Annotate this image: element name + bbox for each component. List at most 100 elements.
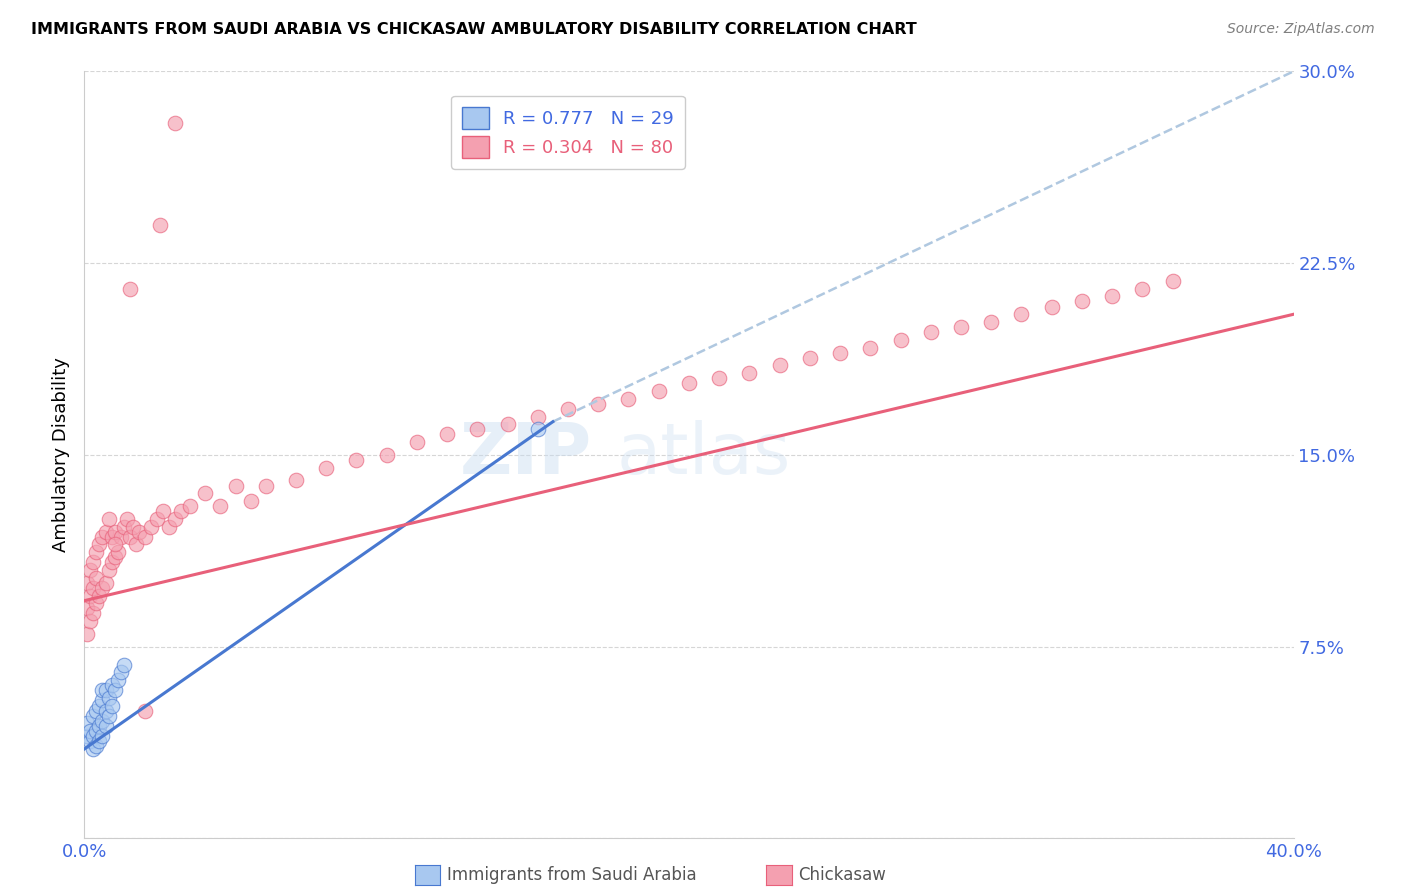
Point	[79, 563, 101, 577]
Point	[769, 359, 792, 373]
Text: IMMIGRANTS FROM SAUDI ARABIA VS CHICKASAW AMBULATORY DISABILITY CORRELATION CHAR: IMMIGRANTS FROM SAUDI ARABIA VS CHICKASA…	[31, 22, 917, 37]
Point	[91, 729, 114, 743]
Text: atlas: atlas	[616, 420, 790, 490]
Point	[79, 614, 101, 628]
Point	[436, 427, 458, 442]
Point	[346, 453, 368, 467]
Point	[91, 530, 114, 544]
Point	[285, 474, 308, 488]
Point	[97, 690, 120, 705]
Point	[76, 729, 98, 743]
Point	[86, 704, 108, 718]
Point	[149, 218, 172, 232]
Point	[406, 435, 429, 450]
Point	[118, 530, 141, 544]
Point	[89, 719, 111, 733]
Point	[315, 460, 337, 475]
Point	[617, 392, 640, 406]
Point	[89, 589, 111, 603]
Point	[799, 351, 821, 365]
Point	[128, 524, 150, 539]
Text: Immigrants from Saudi Arabia: Immigrants from Saudi Arabia	[447, 866, 697, 884]
Point	[82, 708, 104, 723]
Point	[86, 739, 108, 754]
Point	[152, 504, 174, 518]
Point	[125, 537, 148, 551]
Point	[91, 683, 114, 698]
Point	[496, 417, 519, 432]
Point	[94, 524, 117, 539]
Point	[209, 499, 232, 513]
Text: Source: ZipAtlas.com: Source: ZipAtlas.com	[1227, 22, 1375, 37]
Point	[91, 581, 114, 595]
Point	[82, 742, 104, 756]
Point	[112, 657, 135, 672]
Point	[76, 601, 98, 615]
Point	[588, 397, 610, 411]
Point	[139, 519, 162, 533]
Point	[97, 563, 120, 577]
Point	[194, 486, 217, 500]
Point	[110, 665, 132, 680]
Point	[709, 371, 731, 385]
Point	[86, 571, 108, 585]
Point	[104, 524, 127, 539]
Point	[89, 537, 111, 551]
Text: ZIP: ZIP	[460, 420, 592, 490]
Point	[86, 545, 108, 559]
Point	[375, 448, 398, 462]
Point	[165, 512, 187, 526]
Point	[1040, 300, 1063, 314]
Point	[107, 545, 129, 559]
Point	[89, 698, 111, 713]
Point	[82, 607, 104, 621]
Point	[94, 683, 117, 698]
Point	[118, 282, 141, 296]
Point	[890, 333, 912, 347]
Point	[738, 366, 761, 380]
Point	[920, 325, 942, 339]
Point	[79, 724, 101, 739]
Point	[104, 550, 127, 565]
Point	[121, 519, 143, 533]
Point	[112, 519, 135, 533]
Point	[146, 512, 169, 526]
Point	[94, 575, 117, 590]
Point	[82, 555, 104, 569]
Point	[100, 555, 122, 569]
Point	[86, 724, 108, 739]
Point	[82, 581, 104, 595]
Point	[165, 115, 187, 129]
Point	[79, 734, 101, 748]
Y-axis label: Ambulatory Disability: Ambulatory Disability	[52, 358, 70, 552]
Point	[82, 729, 104, 743]
Point	[79, 589, 101, 603]
Point	[100, 678, 122, 692]
Point	[134, 704, 156, 718]
Point	[1071, 294, 1094, 309]
Point	[104, 683, 127, 698]
Point	[100, 530, 122, 544]
Point	[107, 673, 129, 687]
Point	[859, 341, 882, 355]
Point	[980, 315, 1002, 329]
Point	[94, 704, 117, 718]
Point	[157, 519, 180, 533]
Point	[89, 734, 111, 748]
Text: Chickasaw: Chickasaw	[799, 866, 886, 884]
Point	[527, 422, 550, 436]
Point	[76, 627, 98, 641]
Point	[100, 698, 122, 713]
Point	[225, 478, 247, 492]
Point	[97, 708, 120, 723]
Point	[115, 512, 138, 526]
Point	[1101, 289, 1123, 303]
Point	[830, 345, 852, 359]
Point	[170, 504, 193, 518]
Point	[104, 537, 127, 551]
Point	[254, 478, 277, 492]
Point	[467, 422, 489, 436]
Point	[557, 401, 579, 416]
Point	[1011, 307, 1033, 321]
Point	[950, 320, 973, 334]
